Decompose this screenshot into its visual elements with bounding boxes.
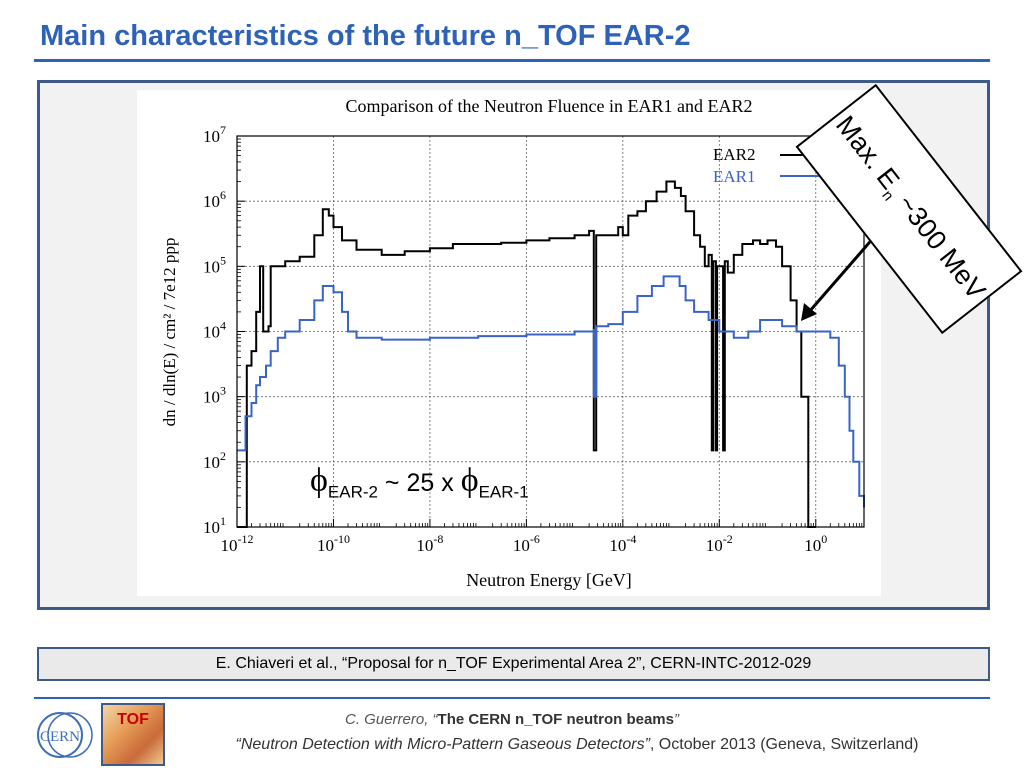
phi-symbol-2: ϕ xyxy=(460,462,479,499)
footer-conference-line: “Neutron Detection with Micro-Pattern Ga… xyxy=(0,736,1024,754)
flux-ratio-annotation: ϕEAR-2 ~ 25 x ϕEAR-1 xyxy=(310,462,529,503)
grid-lines xyxy=(237,136,864,527)
chart-background xyxy=(137,90,881,596)
cern-logo: CERN xyxy=(37,712,93,758)
footer-open-quote: “ xyxy=(432,711,438,728)
ratio-factor: ~ 25 x xyxy=(377,469,461,497)
legend-label-ear1: EAR1 xyxy=(713,167,756,186)
phi-symbol: ϕ xyxy=(310,462,328,499)
title-divider xyxy=(34,59,990,62)
legend-label-ear2: EAR2 xyxy=(713,145,756,164)
tof-logo-text: TOF xyxy=(117,711,149,728)
fluence-chart: Comparison of the Neutron Fluence in EAR… xyxy=(137,90,881,596)
ratio-subscript-ear1: EAR-1 xyxy=(478,482,529,502)
x-axis-label: Neutron Energy [GeV] xyxy=(466,570,632,590)
citation-box: E. Chiaveri et al., “Proposal for n_TOF … xyxy=(37,647,990,681)
chart-title: Comparison of the Neutron Fluence in EAR… xyxy=(346,96,753,116)
series-line-ear1 xyxy=(237,275,865,508)
tof-logo: TOF xyxy=(101,703,165,766)
svg-text:CERN: CERN xyxy=(40,729,80,745)
slide-title: Main characteristics of the future n_TOF… xyxy=(40,20,691,52)
footer-date-place: , October 2013 (Geneva, Switzerland) xyxy=(649,736,919,753)
y-axis-label: dn / dln(E) / cm² / 7e12 ppp xyxy=(160,238,179,427)
ratio-subscript-ear2: EAR-2 xyxy=(327,482,378,502)
footer-divider xyxy=(34,697,990,699)
footer-talk: C. Guerrero, “The CERN n_TOF neutron bea… xyxy=(0,711,1024,728)
series-layer xyxy=(237,180,865,528)
series-line-ear2 xyxy=(237,180,816,528)
footer-talk-title: The CERN n_TOF neutron beams xyxy=(437,711,674,728)
footer-conference: “Neutron Detection with Micro-Pattern Ga… xyxy=(235,736,650,753)
footer-author: C. Guerrero, xyxy=(345,711,433,728)
energy-arrowhead xyxy=(801,303,817,321)
footer-close-quote: ” xyxy=(673,711,679,728)
